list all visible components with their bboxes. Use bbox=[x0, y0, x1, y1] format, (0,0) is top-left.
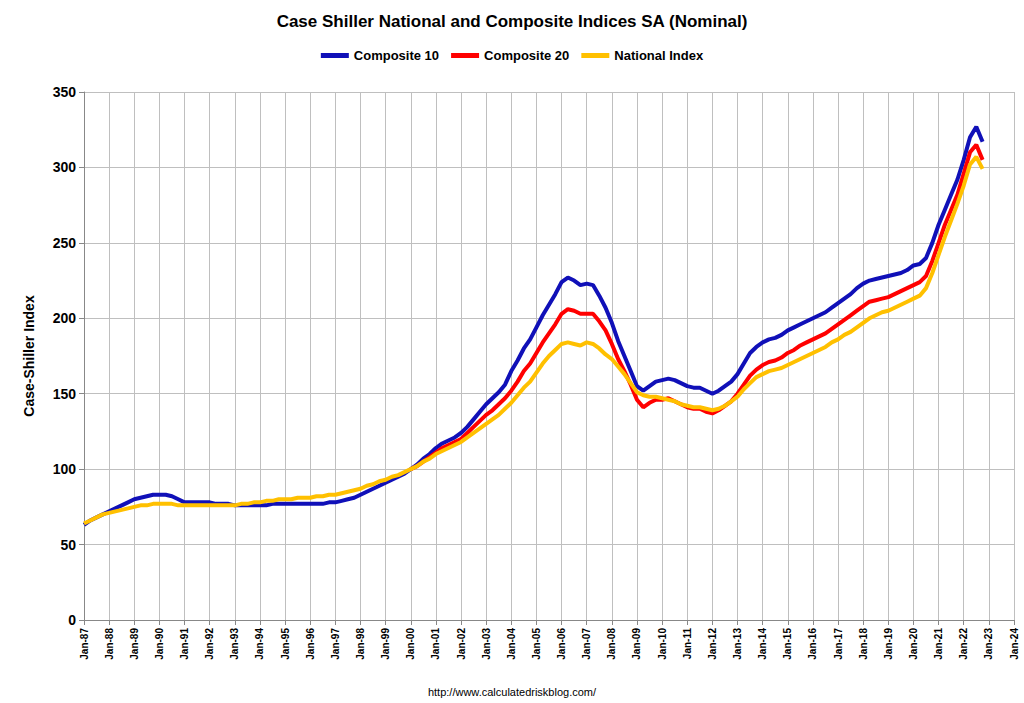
svg-text:300: 300 bbox=[53, 159, 77, 175]
svg-text:Jan-88: Jan-88 bbox=[104, 628, 115, 660]
svg-text:Jan-15: Jan-15 bbox=[782, 628, 793, 660]
svg-text:Jan-24: Jan-24 bbox=[1009, 628, 1020, 660]
svg-text:0: 0 bbox=[68, 612, 76, 628]
svg-text:Jan-13: Jan-13 bbox=[732, 628, 743, 660]
svg-text:Jan-23: Jan-23 bbox=[983, 628, 994, 660]
svg-text:Jan-03: Jan-03 bbox=[481, 628, 492, 660]
svg-text:Jan-02: Jan-02 bbox=[456, 628, 467, 660]
svg-text:Jan-04: Jan-04 bbox=[506, 628, 517, 660]
svg-text:Jan-20: Jan-20 bbox=[908, 628, 919, 660]
svg-text:Jan-12: Jan-12 bbox=[707, 628, 718, 660]
svg-text:Jan-08: Jan-08 bbox=[606, 628, 617, 660]
svg-text:Jan-19: Jan-19 bbox=[883, 628, 894, 660]
svg-text:National Index: National Index bbox=[614, 48, 704, 63]
svg-text:Jan-99: Jan-99 bbox=[380, 628, 391, 660]
svg-text:Jan-09: Jan-09 bbox=[631, 628, 642, 660]
svg-text:Jan-97: Jan-97 bbox=[330, 628, 341, 660]
svg-text:Jan-18: Jan-18 bbox=[858, 628, 869, 660]
svg-text:Jan-00: Jan-00 bbox=[405, 628, 416, 660]
svg-text:Jan-91: Jan-91 bbox=[179, 628, 190, 660]
svg-text:Jan-94: Jan-94 bbox=[254, 628, 265, 660]
svg-text:Jan-90: Jan-90 bbox=[154, 628, 165, 660]
svg-text:Case Shiller National and Comp: Case Shiller National and Composite Indi… bbox=[277, 12, 748, 31]
svg-text:Jan-92: Jan-92 bbox=[204, 628, 215, 660]
svg-text:Jan-16: Jan-16 bbox=[807, 628, 818, 660]
svg-text:100: 100 bbox=[53, 461, 77, 477]
svg-text:Jan-10: Jan-10 bbox=[657, 628, 668, 660]
svg-text:Jan-22: Jan-22 bbox=[958, 628, 969, 660]
svg-text:Jan-89: Jan-89 bbox=[129, 628, 140, 660]
svg-text:Jan-01: Jan-01 bbox=[430, 628, 441, 660]
svg-text:Case-Shiller Index: Case-Shiller Index bbox=[21, 295, 37, 417]
svg-text:Jan-07: Jan-07 bbox=[581, 628, 592, 660]
svg-text:50: 50 bbox=[60, 537, 76, 553]
svg-text:350: 350 bbox=[53, 84, 77, 100]
svg-text:http://www.calculatedriskblog.: http://www.calculatedriskblog.com/ bbox=[428, 686, 597, 698]
svg-text:Jan-06: Jan-06 bbox=[556, 628, 567, 660]
svg-text:150: 150 bbox=[53, 386, 77, 402]
svg-text:250: 250 bbox=[53, 235, 77, 251]
svg-text:Jan-95: Jan-95 bbox=[280, 628, 291, 660]
svg-text:Jan-14: Jan-14 bbox=[757, 628, 768, 660]
svg-text:Jan-17: Jan-17 bbox=[833, 628, 844, 660]
svg-text:Composite 20: Composite 20 bbox=[484, 48, 569, 63]
svg-text:Jan-93: Jan-93 bbox=[229, 628, 240, 660]
svg-text:Jan-11: Jan-11 bbox=[682, 628, 693, 660]
svg-text:200: 200 bbox=[53, 310, 77, 326]
svg-text:Jan-05: Jan-05 bbox=[531, 628, 542, 660]
svg-text:Jan-96: Jan-96 bbox=[305, 628, 316, 660]
svg-text:Jan-21: Jan-21 bbox=[933, 628, 944, 660]
svg-text:Jan-87: Jan-87 bbox=[79, 628, 90, 660]
svg-text:Composite 10: Composite 10 bbox=[354, 48, 439, 63]
svg-text:Jan-98: Jan-98 bbox=[355, 628, 366, 660]
